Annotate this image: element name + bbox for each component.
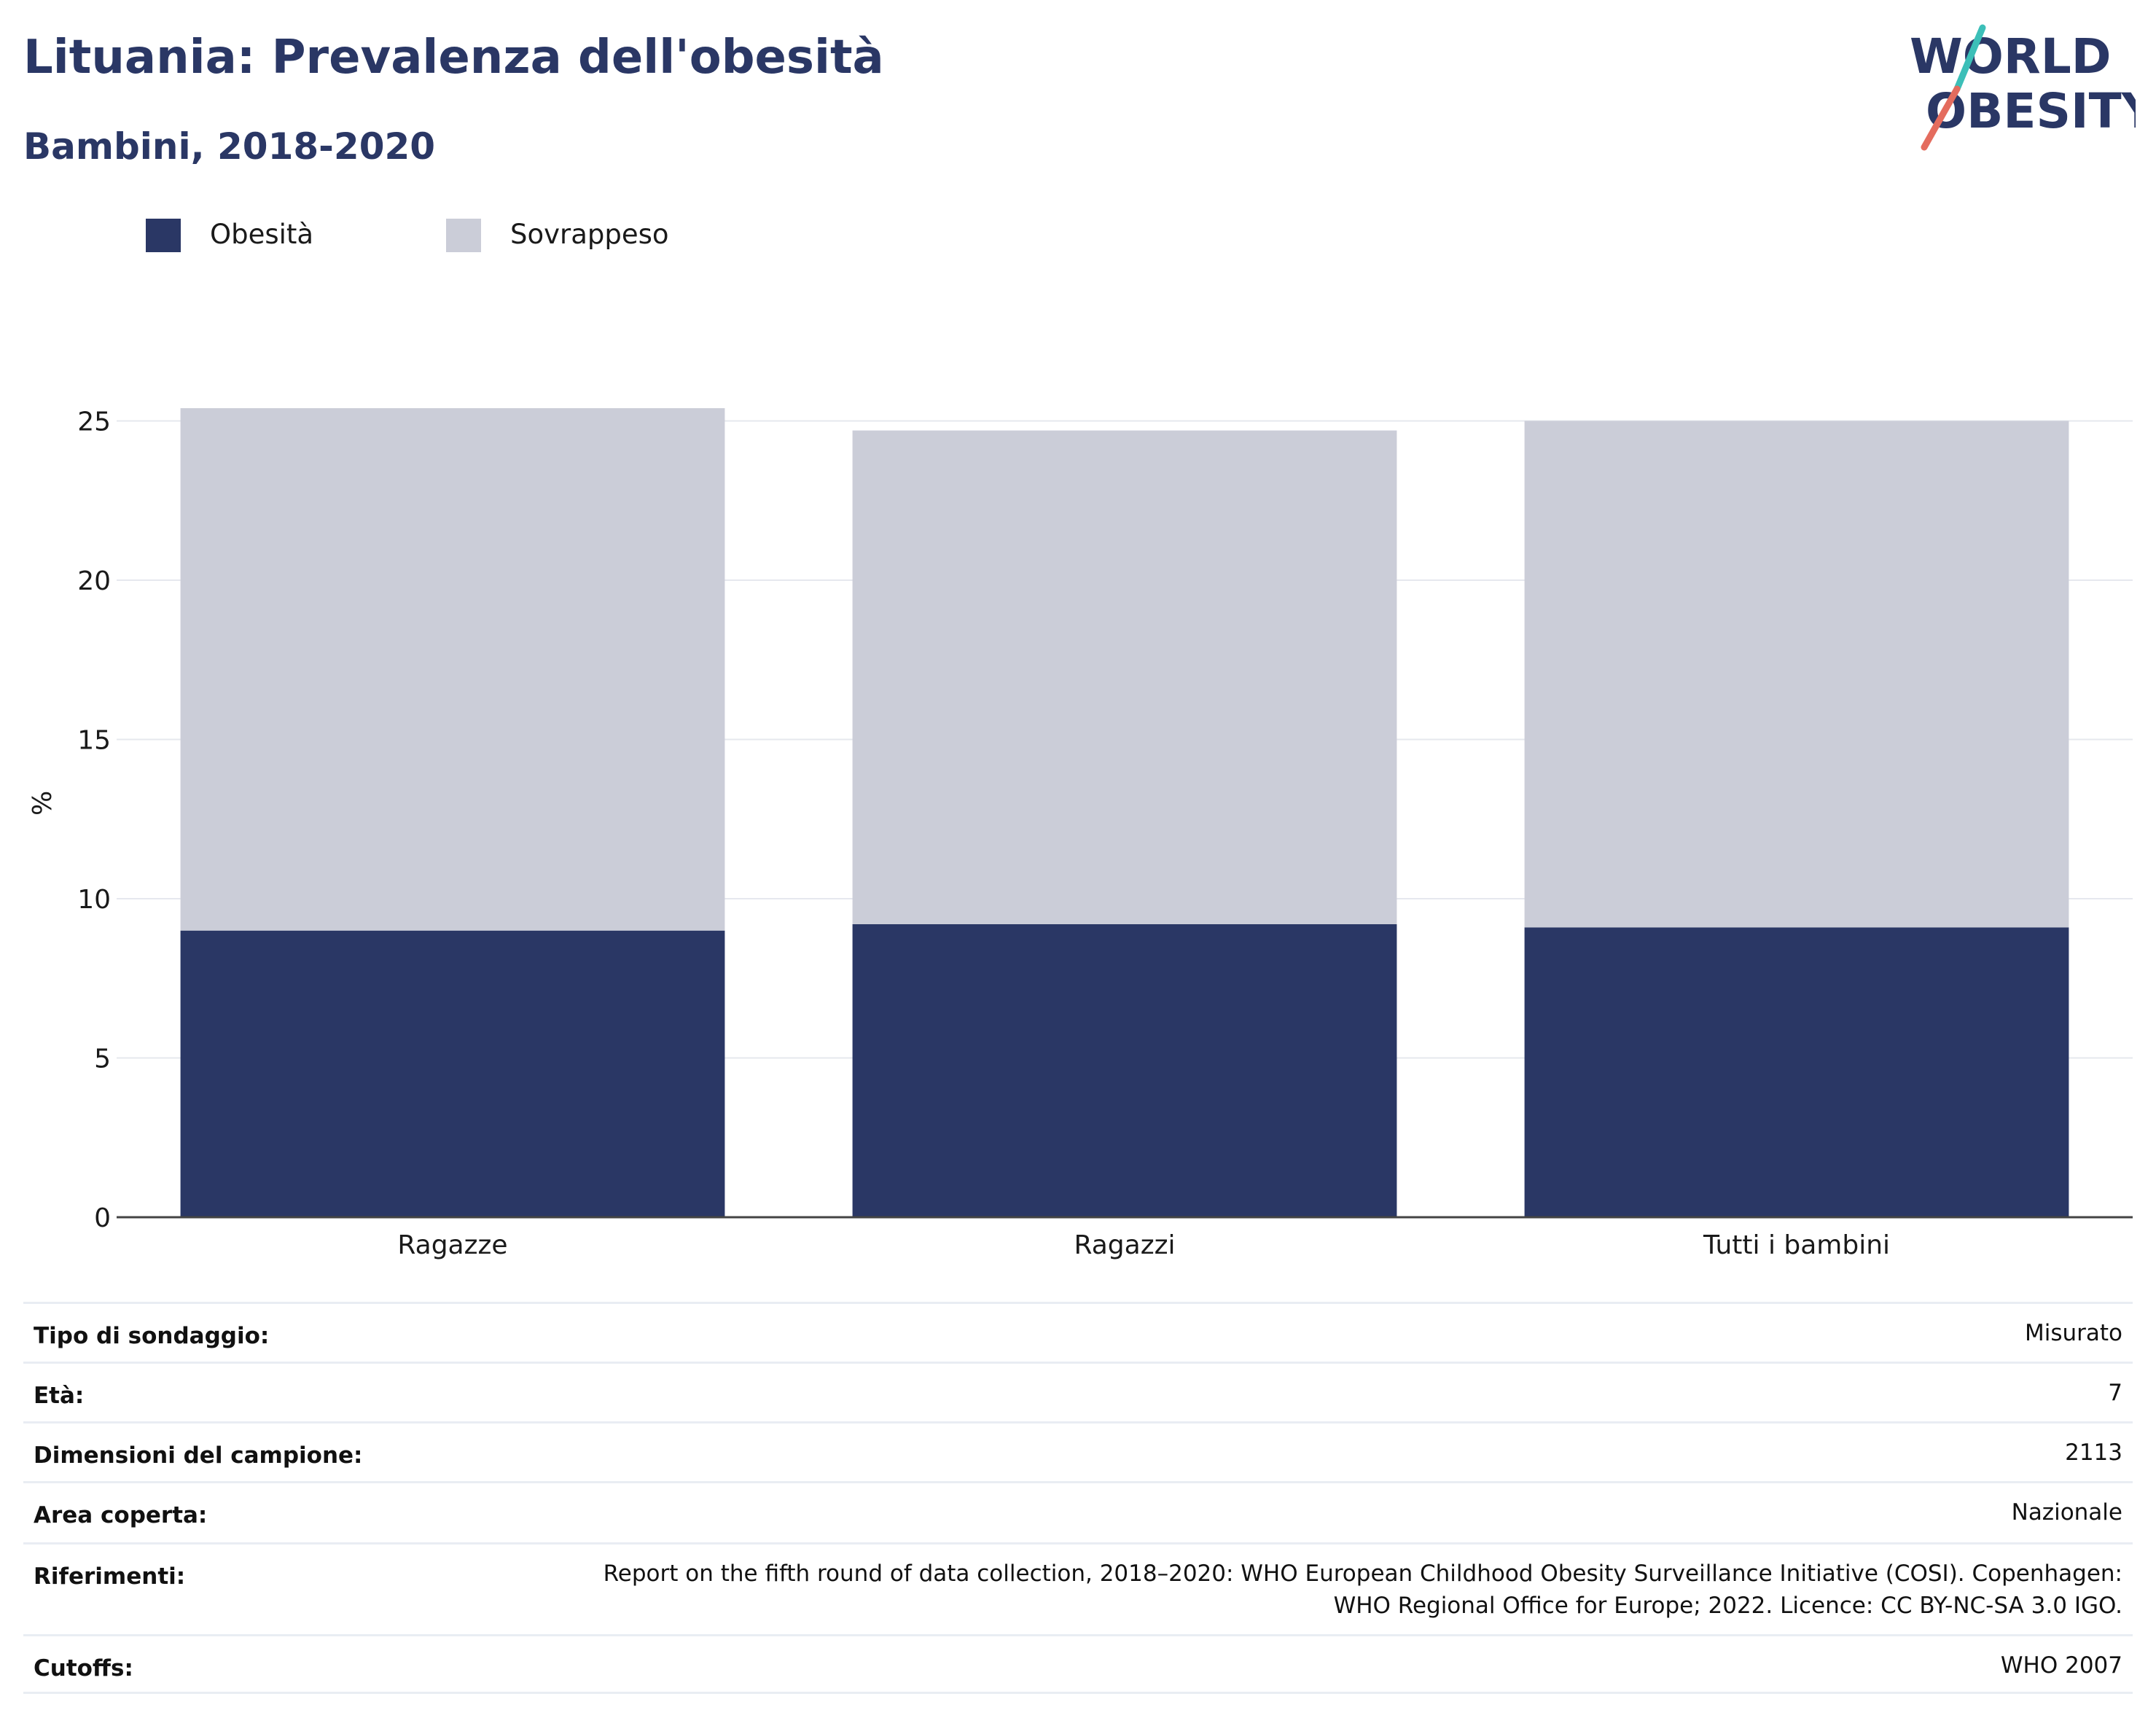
info-value: WHO 2007: [2000, 1652, 2122, 1679]
x-tick-label: Tutti i bambini: [1703, 1230, 1890, 1260]
logo-line2: OBESITY: [1926, 83, 2136, 139]
chart-subtitle: Bambini, 2018-2020: [23, 125, 436, 168]
info-label: Area coperta:: [34, 1502, 208, 1528]
y-tick-label: 20: [77, 566, 111, 596]
info-value: Nazionale: [2011, 1499, 2122, 1526]
info-row: Area coperta: Nazionale: [23, 1481, 2133, 1542]
legend-swatch-overweight: [446, 219, 481, 252]
info-label: Tipo di sondaggio:: [34, 1323, 270, 1349]
info-value: 7: [2108, 1380, 2122, 1406]
info-row: Dimensioni del campione: 2113: [23, 1421, 2133, 1481]
info-row: Età: 7: [23, 1362, 2133, 1421]
logo-slash-coral: [1921, 85, 1961, 151]
info-table: Tipo di sondaggio: Misurato Età: 7 Dimension…: [23, 1302, 2133, 1694]
x-tick-label: Ragazze: [397, 1230, 507, 1260]
info-value: Misurato: [2024, 1320, 2122, 1346]
info-label: Riferimenti:: [34, 1563, 186, 1590]
y-tick-label: 25: [77, 407, 111, 437]
bar-overweight: [180, 408, 725, 931]
stacked-bar-chart: 0 5 10 15 20 25% Ragazze Ragazzi Tutti i bambini: [28, 407, 2133, 1260]
legend-swatch-obesity: [146, 219, 181, 252]
world-obesity-logo: WORLD OBESITY: [1910, 24, 2136, 151]
bar-overweight: [1524, 421, 2069, 928]
y-tick-label: 0: [94, 1203, 111, 1233]
bar-obesity: [1524, 927, 2069, 1217]
logo-slash-teal: [1953, 24, 1986, 93]
x-tick-label: Ragazzi: [1074, 1230, 1176, 1260]
logo-line1: WORLD: [1910, 28, 2112, 85]
y-tick-label: 5: [94, 1044, 111, 1074]
info-value: Report on the fifth round of data collec…: [603, 1561, 2122, 1619]
y-tick-label: 15: [77, 726, 111, 756]
info-row: Riferimenti: Report on the fifth round of…: [23, 1542, 2133, 1634]
y-tick-label: 10: [77, 885, 111, 915]
y-axis-label: %: [28, 791, 58, 816]
info-row: Tipo di sondaggio: Misurato: [23, 1302, 2133, 1362]
legend-label-overweight: Sovrappeso: [510, 219, 669, 250]
legend-label-obesity: Obesità: [210, 219, 314, 250]
bar-obesity: [852, 923, 1397, 1217]
info-label: Cutoffs:: [34, 1655, 133, 1682]
info-value: 2113: [2065, 1440, 2122, 1466]
chart-title: Lituania: Prevalenza dell'obesità: [23, 31, 884, 85]
info-label: Dimensioni del campione:: [34, 1442, 363, 1469]
bar-overweight: [852, 430, 1397, 924]
info-label: Età:: [34, 1383, 85, 1409]
bar-obesity: [180, 930, 725, 1217]
info-row: Cutoffs: WHO 2007: [23, 1634, 2133, 1694]
